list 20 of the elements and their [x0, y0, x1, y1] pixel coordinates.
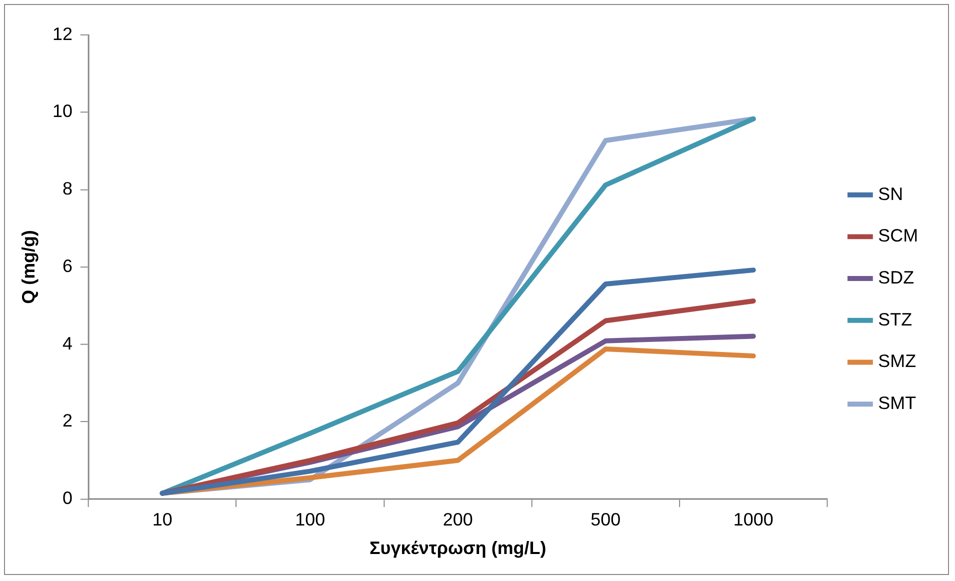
x-tick-label: 10 [152, 510, 172, 530]
y-tick-label: 2 [62, 410, 72, 431]
x-axis-title: Συγκέντρωση (mg/L) [370, 538, 546, 558]
x-tick-label: 100 [295, 510, 326, 530]
x-tick-label: 1000 [733, 510, 774, 530]
y-tick-label: 6 [62, 256, 72, 276]
y-tick-label: 12 [52, 24, 72, 44]
legend-label: SCM [878, 226, 918, 246]
y-axis-title: Q (mg/g) [18, 230, 39, 304]
y-tick-label: 4 [62, 333, 72, 354]
legend-label: SMT [878, 393, 916, 414]
y-tick-label: 10 [52, 101, 72, 122]
y-tick-label: 8 [62, 178, 72, 199]
legend-label: SDZ [878, 268, 914, 288]
legend-label: SN [878, 184, 904, 204]
x-tick-label: 500 [590, 510, 621, 530]
y-tick-label: 0 [62, 488, 72, 508]
x-tick-label: 200 [442, 510, 473, 530]
legend-label: STZ [878, 309, 912, 330]
legend-label: SMZ [878, 351, 916, 372]
